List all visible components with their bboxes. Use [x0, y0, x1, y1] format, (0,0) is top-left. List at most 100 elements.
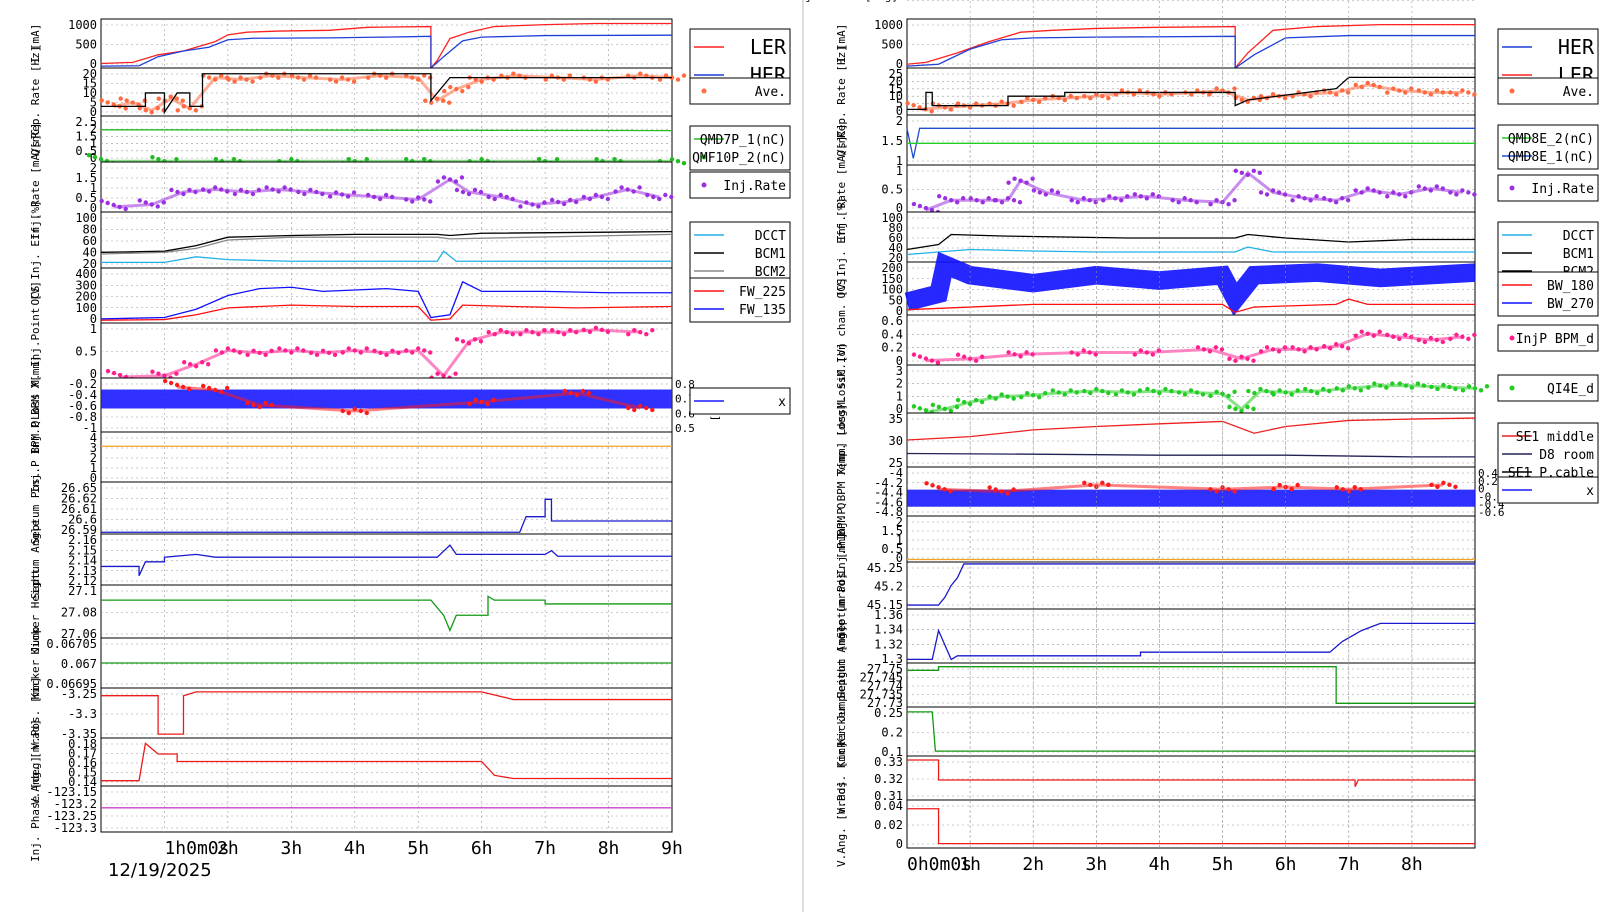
- tick-label: 0: [896, 304, 903, 318]
- tick-label: 107.9: [867, 0, 903, 3]
- tick-label: 0.067: [61, 657, 97, 671]
- series-line: [907, 76, 1475, 111]
- series-point: [351, 79, 357, 84]
- series-point: [1011, 198, 1017, 203]
- legend-marker: [1509, 185, 1515, 191]
- series-point: [917, 203, 923, 209]
- tick-label: 107.95: [860, 0, 903, 3]
- legend-label: Ave.: [1563, 85, 1594, 100]
- series-point: [332, 352, 338, 357]
- axis-ylabel: OCS: [835, 279, 848, 299]
- tick-label: 0.14: [68, 775, 97, 789]
- right-tick-label: -0.6: [1478, 506, 1505, 519]
- time-tick-label: 9h: [661, 838, 683, 859]
- series-point: [150, 369, 155, 374]
- axis-ylabel: Kicker Jump: [29, 627, 42, 700]
- panel-7: -0.2-0.4-0.6-0.8-10.80.70.60.5Y[mm]Inj.P…: [29, 355, 791, 455]
- series-point: [1484, 384, 1490, 389]
- legend-label: Ave.: [755, 85, 786, 100]
- series-point: [175, 108, 181, 113]
- tick-label: 27.74: [867, 679, 903, 693]
- series-point: [264, 185, 269, 190]
- time-tick-label: 7h: [534, 838, 556, 859]
- legend: QMD7P_1(nC) QMF10P_2(nC): [689, 125, 791, 171]
- series-point: [675, 159, 681, 164]
- series-point: [924, 481, 929, 486]
- series-point: [987, 485, 992, 490]
- series-point: [1403, 194, 1408, 199]
- legend-label: BCM1: [1563, 247, 1594, 262]
- series-point: [123, 106, 128, 111]
- series-point: [1227, 404, 1232, 410]
- legend-label: QMF10P_2(nC): [692, 151, 786, 166]
- tick-label: 25: [889, 456, 903, 470]
- series-point: [942, 196, 948, 201]
- legend-box: [1497, 271, 1599, 317]
- series-line: [907, 711, 1475, 752]
- series-point: [1251, 358, 1256, 363]
- series-point: [911, 352, 917, 357]
- series-point: [930, 402, 936, 408]
- tick-label: 200: [881, 261, 903, 275]
- panel-frame: [906, 662, 1476, 708]
- series-line: [100, 34, 673, 70]
- series-point: [1232, 389, 1237, 394]
- axis-ylabel: Q[nC]: [835, 123, 848, 156]
- legend-label: BW_180: [1547, 279, 1594, 294]
- legend-label: DCCT: [1563, 229, 1594, 244]
- series-point: [156, 96, 161, 101]
- time-tick-label: 0h0m0s: [907, 854, 972, 875]
- panel-frame: [100, 161, 673, 213]
- tick-label: 0: [896, 402, 903, 416]
- series-trend: [925, 170, 1463, 212]
- series-point: [277, 346, 282, 351]
- series-point: [124, 98, 129, 103]
- legend-label: DCCT: [755, 229, 786, 244]
- series-point: [1345, 198, 1351, 203]
- tick-label: 0.1: [881, 745, 903, 759]
- series-point: [213, 348, 219, 353]
- tick-label: 0.32: [874, 772, 903, 786]
- legend: QI4E_d: [1497, 374, 1599, 402]
- series-point: [422, 197, 427, 202]
- series-point: [486, 329, 491, 335]
- tick-label: 0: [90, 201, 97, 215]
- tick-label: 26.6: [68, 513, 97, 527]
- legend-label: SE1 middle: [1516, 430, 1594, 445]
- tick-label: 0.5: [75, 345, 97, 359]
- tick-label: 60: [83, 234, 97, 248]
- panel-frame: [906, 211, 1476, 263]
- tick-label: -123.15: [46, 785, 97, 799]
- legend-box: [1497, 324, 1599, 352]
- tick-label: -123.3: [54, 821, 97, 835]
- tick-label: 20: [889, 251, 903, 265]
- series-line: [907, 622, 1475, 661]
- series-point: [472, 187, 478, 193]
- series-point: [447, 100, 452, 105]
- right-tick-label: 0.4: [1478, 467, 1498, 480]
- tick-label: 3: [896, 364, 903, 378]
- tick-label: 0.17: [68, 747, 97, 761]
- series-point: [936, 404, 942, 410]
- panel-2: 2 1.5 1 Q[nC] QMD8E_2(nC) QMD8E_1(nC): [835, 114, 1599, 170]
- tick-label: 2.16: [68, 533, 97, 547]
- panel-frame: [906, 608, 1476, 664]
- series-point: [429, 100, 434, 105]
- axis-ylabel: Kicker Jump: [835, 695, 848, 768]
- series-point: [1251, 406, 1256, 412]
- tick-label: -123.25: [46, 809, 97, 823]
- tick-label: -4.6: [874, 495, 903, 509]
- tick-label: -123.2: [54, 797, 97, 811]
- series-line: [101, 73, 672, 115]
- tick-label: -0.4: [68, 388, 97, 402]
- series-line: [101, 498, 672, 533]
- tick-label: 5: [90, 96, 97, 110]
- series-point: [492, 196, 497, 202]
- series-point: [1226, 202, 1231, 207]
- tick-label: 500: [881, 38, 903, 52]
- tick-label: 0.4: [881, 327, 903, 341]
- series-point: [1132, 192, 1138, 197]
